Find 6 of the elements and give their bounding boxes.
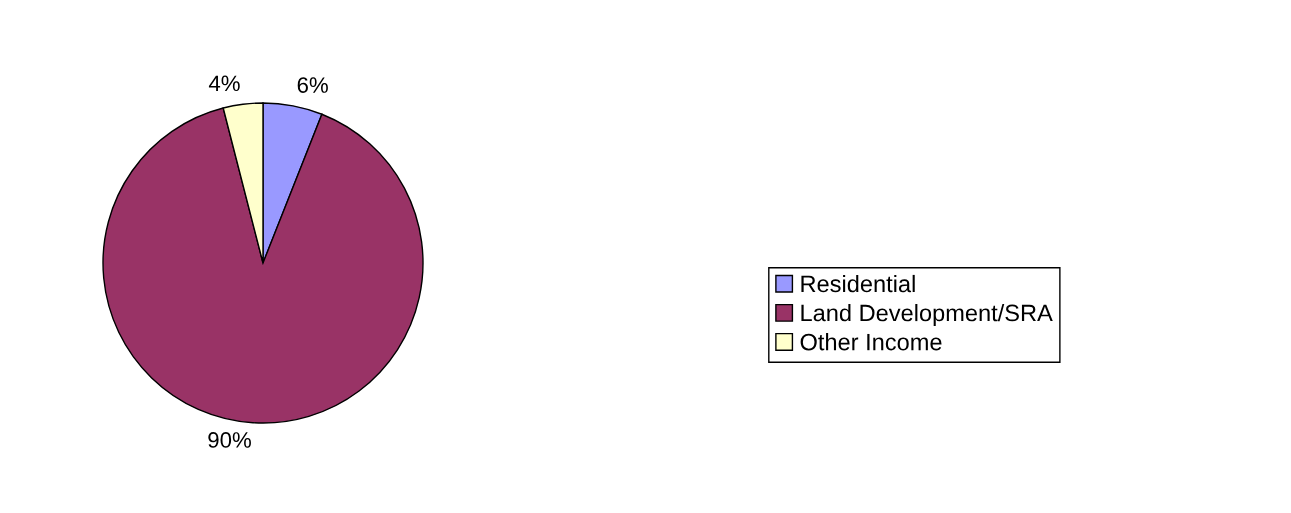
legend-label: Land Development/SRA [801, 304, 1053, 327]
data-label: 90% [208, 432, 251, 448]
data-label: 6% [297, 77, 328, 93]
legend-label: Residential [801, 274, 915, 293]
legend-label: Other Income [800, 333, 942, 351]
data-label: 4% [208, 75, 240, 92]
